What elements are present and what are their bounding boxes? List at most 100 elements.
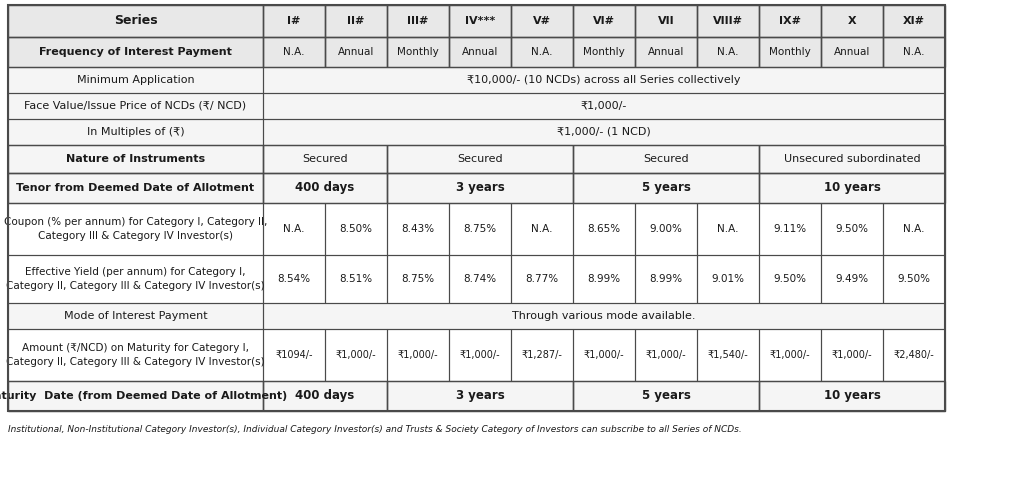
Bar	[759, 5, 821, 37]
Text: IV***: IV***	[465, 16, 496, 26]
Bar	[697, 5, 759, 37]
Text: Monthly: Monthly	[397, 47, 439, 57]
Bar	[759, 173, 945, 203]
Bar	[573, 381, 759, 411]
Bar	[635, 329, 697, 381]
Text: ₹1,000/-: ₹1,000/-	[831, 350, 872, 360]
Bar	[635, 203, 697, 255]
Bar	[8, 329, 263, 381]
Text: N.A.: N.A.	[284, 47, 305, 57]
Bar	[263, 37, 325, 67]
Text: 8.43%: 8.43%	[401, 224, 434, 234]
Bar	[511, 37, 573, 67]
Bar	[759, 381, 945, 411]
Bar	[263, 5, 325, 37]
Bar	[387, 381, 573, 411]
Bar	[325, 329, 387, 381]
Bar	[573, 37, 635, 67]
Text: N.A.: N.A.	[284, 224, 305, 234]
Text: ₹1,000/-: ₹1,000/-	[584, 350, 625, 360]
Text: III#: III#	[408, 16, 429, 26]
Bar	[883, 37, 945, 67]
Bar	[387, 37, 449, 67]
Bar	[573, 255, 635, 303]
Text: 5 years: 5 years	[642, 389, 690, 402]
Bar	[263, 329, 325, 381]
Text: II#: II#	[347, 16, 365, 26]
Text: 8.50%: 8.50%	[340, 224, 373, 234]
Text: ₹1,287/-: ₹1,287/-	[521, 350, 562, 360]
Bar	[759, 203, 821, 255]
Bar	[263, 303, 945, 329]
Text: Through various mode available.: Through various mode available.	[512, 311, 695, 321]
Text: ₹1094/-: ₹1094/-	[275, 350, 312, 360]
Text: Face Value/Issue Price of NCDs (₹/ NCD): Face Value/Issue Price of NCDs (₹/ NCD)	[25, 101, 247, 111]
Text: 9.50%: 9.50%	[773, 274, 807, 284]
Bar	[387, 203, 449, 255]
Text: ₹1,000/-: ₹1,000/-	[460, 350, 501, 360]
Bar	[263, 145, 387, 173]
Bar	[8, 303, 263, 329]
Text: ₹1,000/- (1 NCD): ₹1,000/- (1 NCD)	[557, 127, 651, 137]
Bar	[8, 119, 263, 145]
Text: 8.99%: 8.99%	[588, 274, 621, 284]
Bar	[387, 329, 449, 381]
Text: 8.77%: 8.77%	[525, 274, 558, 284]
Text: 8.65%: 8.65%	[588, 224, 621, 234]
Bar	[449, 203, 511, 255]
Text: ₹1,000/-: ₹1,000/-	[770, 350, 810, 360]
Text: ₹10,000/- (10 NCDs) across all Series collectively: ₹10,000/- (10 NCDs) across all Series co…	[467, 75, 740, 85]
Bar	[325, 5, 387, 37]
Text: 9.11%: 9.11%	[773, 224, 807, 234]
Bar	[821, 5, 883, 37]
Bar	[759, 255, 821, 303]
Text: Institutional, Non-Institutional Category Investor(s), Individual Category Inves: Institutional, Non-Institutional Categor…	[8, 425, 741, 434]
Bar	[263, 203, 325, 255]
Text: 8.51%: 8.51%	[339, 274, 373, 284]
Text: Series: Series	[114, 14, 158, 27]
Bar	[263, 381, 387, 411]
Bar	[263, 119, 945, 145]
Text: X: X	[848, 16, 856, 26]
Bar	[8, 145, 263, 173]
Bar	[697, 37, 759, 67]
Text: Tenor from Deemed Date of Allotment: Tenor from Deemed Date of Allotment	[16, 183, 255, 193]
Text: 10 years: 10 years	[823, 389, 881, 402]
Text: Secured: Secured	[643, 154, 689, 164]
Bar	[8, 255, 263, 303]
Bar	[573, 203, 635, 255]
Bar	[635, 37, 697, 67]
Bar	[635, 255, 697, 303]
Text: ₹1,000/-: ₹1,000/-	[397, 350, 438, 360]
Text: 8.75%: 8.75%	[401, 274, 434, 284]
Text: Secured: Secured	[457, 154, 503, 164]
Text: N.A.: N.A.	[717, 224, 738, 234]
Bar	[821, 255, 883, 303]
Text: Minimum Application: Minimum Application	[77, 75, 195, 85]
Bar	[635, 5, 697, 37]
Bar	[821, 203, 883, 255]
Bar	[883, 255, 945, 303]
Bar	[573, 145, 759, 173]
Text: 400 days: 400 days	[295, 182, 354, 195]
Text: Nature of Instruments: Nature of Instruments	[66, 154, 205, 164]
Text: 3 years: 3 years	[456, 182, 505, 195]
Text: In Multiples of (₹): In Multiples of (₹)	[87, 127, 184, 137]
Bar	[449, 255, 511, 303]
Bar	[697, 203, 759, 255]
Text: 400 days: 400 days	[295, 389, 354, 402]
Bar	[263, 67, 945, 93]
Bar	[8, 381, 263, 411]
Text: ₹1,000/-: ₹1,000/-	[646, 350, 686, 360]
Text: V#: V#	[534, 16, 551, 26]
Bar	[883, 203, 945, 255]
Text: Effective Yield (per annum) for Category I,
Category II, Category III & Category: Effective Yield (per annum) for Category…	[6, 267, 265, 291]
Bar	[697, 329, 759, 381]
Text: 9.00%: 9.00%	[649, 224, 682, 234]
Text: N.A.: N.A.	[717, 47, 738, 57]
Text: VIII#: VIII#	[713, 16, 743, 26]
Bar	[449, 5, 511, 37]
Text: 8.74%: 8.74%	[464, 274, 497, 284]
Bar	[263, 93, 945, 119]
Text: IX#: IX#	[779, 16, 801, 26]
